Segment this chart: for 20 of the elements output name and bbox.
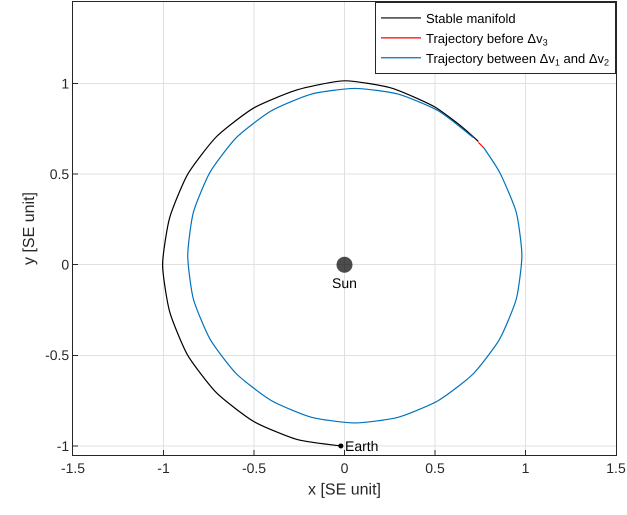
y-tick-label: 0 [61, 256, 70, 273]
annotation: Sun [332, 275, 357, 291]
x-axis-title: x [SE unit] [308, 482, 381, 498]
legend-label: Trajectory between Δv$_{1}$ and Δv$_{2}$ [426, 50, 610, 68]
x-tick-label: -1.5 [60, 460, 86, 476]
line-series [187, 88, 522, 424]
x-tick-label: 1 [522, 460, 530, 476]
legend-label: Trajectory before Δv$_{3}$ [426, 30, 548, 48]
x-tick-label: 0.5 [425, 460, 445, 476]
x-tick-label: 0 [340, 460, 349, 476]
y-tick-label: -0.5 [45, 347, 70, 364]
y-tick-label: 0.5 [50, 166, 70, 182]
legend-label: Stable manifold [426, 11, 516, 26]
y-tick-label: -1 [56, 438, 70, 454]
annotation: Earth [345, 438, 378, 454]
x-tick-label: -1 [157, 460, 170, 476]
y-tick-label: 1 [61, 75, 70, 92]
y-axis-title: y [SE unit] [20, 192, 38, 265]
x-tick-label: 1.5 [606, 460, 626, 476]
x-tick-label: -0.5 [242, 460, 266, 476]
